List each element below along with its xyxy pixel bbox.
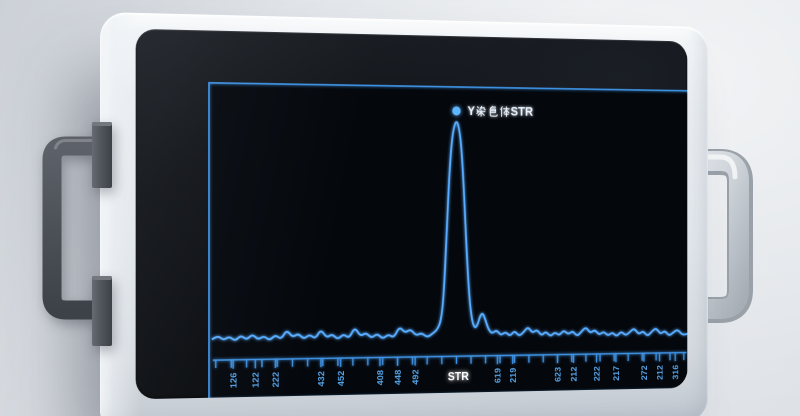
axis-tick-label: 126 [229, 373, 240, 389]
axis-tick-label: 222 [271, 372, 282, 388]
right-handle [675, 149, 753, 323]
axis-tick-label: 217 [612, 366, 622, 381]
x-axis-labels: 126 122 222 432 452 408 448 492 619 219 623 212 222 2… [229, 365, 681, 389]
axis-tick-label: 452 [336, 371, 346, 387]
peak-annotation-text: Y [467, 104, 475, 118]
axis-tick-label: 219 [509, 368, 519, 383]
left-handle-tube [42, 136, 98, 320]
chart-background [208, 81, 688, 400]
axis-tick-label: 222 [592, 366, 602, 381]
axis-tick-label: 492 [411, 369, 421, 384]
axis-tick-label: 623 [553, 367, 563, 382]
peak-annotation-label: Y STR [467, 104, 533, 118]
axis-tick-label: 448 [393, 370, 403, 385]
instrument-device: 126 122 222 432 452 408 448 492 619 219 623 212 222 2… [100, 12, 708, 416]
electropherogram-chart: 126 122 222 432 452 408 448 492 619 219 623 212 222 2… [208, 81, 688, 400]
peak-annotation-text: STR [511, 105, 533, 119]
axis-tick-label: 122 [251, 372, 262, 388]
chart-screen: 126 122 222 432 452 408 448 492 619 219 623 212 222 2… [208, 81, 688, 400]
peak-annotation-cjk-glyph [477, 106, 486, 116]
axis-tick-label: 272 [640, 365, 650, 380]
axis-tick-label: 408 [376, 370, 386, 386]
screen-bezel: 126 122 222 432 452 408 448 492 619 219 623 212 222 2… [135, 28, 688, 400]
axis-tick-label: 432 [317, 371, 327, 387]
axis-tick-label: 212 [569, 367, 579, 382]
str-axis-label: STR [448, 371, 470, 383]
axis-tick-label: 316 [671, 365, 681, 380]
left-handle-bracket-bottom [92, 276, 112, 346]
left-handle [42, 122, 112, 346]
left-handle-bracket-top [92, 122, 112, 188]
axis-tick-label: 619 [493, 368, 503, 383]
right-handle-tube [675, 149, 753, 323]
axis-tick-label: 212 [656, 365, 666, 380]
